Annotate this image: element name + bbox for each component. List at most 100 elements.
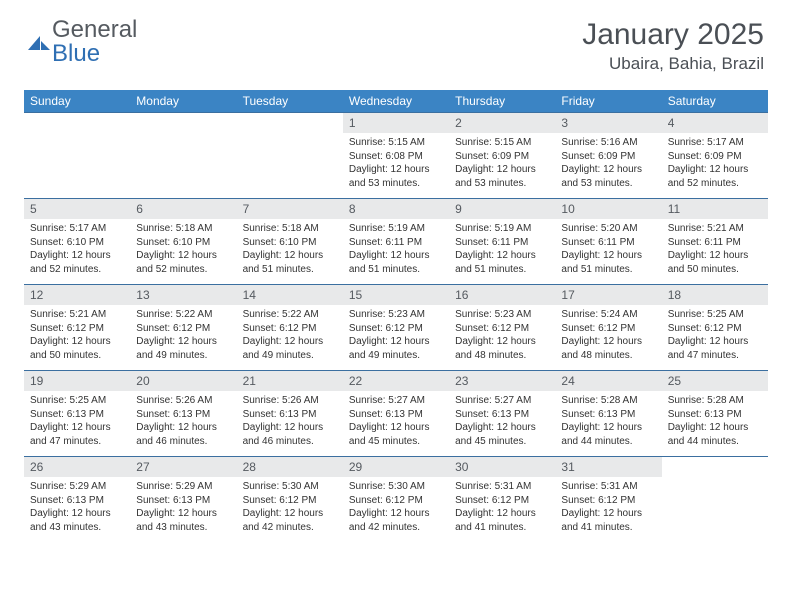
day-body: Sunrise: 5:20 AMSunset: 6:11 PMDaylight:… — [555, 219, 661, 280]
day-body: Sunrise: 5:29 AMSunset: 6:13 PMDaylight:… — [130, 477, 236, 538]
calendar-cell: 2Sunrise: 5:15 AMSunset: 6:09 PMDaylight… — [449, 113, 555, 199]
day-body: Sunrise: 5:28 AMSunset: 6:13 PMDaylight:… — [662, 391, 768, 452]
calendar-cell: 16Sunrise: 5:23 AMSunset: 6:12 PMDayligh… — [449, 285, 555, 371]
calendar-cell — [130, 113, 236, 199]
day-body: Sunrise: 5:16 AMSunset: 6:09 PMDaylight:… — [555, 133, 661, 194]
day-body: Sunrise: 5:31 AMSunset: 6:12 PMDaylight:… — [555, 477, 661, 538]
calendar-cell: 10Sunrise: 5:20 AMSunset: 6:11 PMDayligh… — [555, 199, 661, 285]
weekday-header: Monday — [130, 90, 236, 113]
calendar-cell: 9Sunrise: 5:19 AMSunset: 6:11 PMDaylight… — [449, 199, 555, 285]
day-body: Sunrise: 5:26 AMSunset: 6:13 PMDaylight:… — [237, 391, 343, 452]
calendar-cell: 28Sunrise: 5:30 AMSunset: 6:12 PMDayligh… — [237, 457, 343, 543]
day-body: Sunrise: 5:19 AMSunset: 6:11 PMDaylight:… — [449, 219, 555, 280]
day-body: Sunrise: 5:19 AMSunset: 6:11 PMDaylight:… — [343, 219, 449, 280]
calendar-cell: 15Sunrise: 5:23 AMSunset: 6:12 PMDayligh… — [343, 285, 449, 371]
day-number: 24 — [555, 371, 661, 391]
day-body: Sunrise: 5:15 AMSunset: 6:08 PMDaylight:… — [343, 133, 449, 194]
day-body: Sunrise: 5:24 AMSunset: 6:12 PMDaylight:… — [555, 305, 661, 366]
calendar-head: SundayMondayTuesdayWednesdayThursdayFrid… — [24, 90, 768, 113]
header: General Blue January 2025 Ubaira, Bahia,… — [0, 0, 792, 82]
day-number: 1 — [343, 113, 449, 133]
logo-sail-icon — [28, 34, 50, 52]
calendar-cell: 26Sunrise: 5:29 AMSunset: 6:13 PMDayligh… — [24, 457, 130, 543]
calendar-cell: 30Sunrise: 5:31 AMSunset: 6:12 PMDayligh… — [449, 457, 555, 543]
day-body: Sunrise: 5:21 AMSunset: 6:12 PMDaylight:… — [24, 305, 130, 366]
day-number: 11 — [662, 199, 768, 219]
calendar-cell: 21Sunrise: 5:26 AMSunset: 6:13 PMDayligh… — [237, 371, 343, 457]
day-number: 28 — [237, 457, 343, 477]
title-block: January 2025 Ubaira, Bahia, Brazil — [582, 18, 764, 74]
calendar-cell: 14Sunrise: 5:22 AMSunset: 6:12 PMDayligh… — [237, 285, 343, 371]
day-number: 3 — [555, 113, 661, 133]
calendar-cell: 25Sunrise: 5:28 AMSunset: 6:13 PMDayligh… — [662, 371, 768, 457]
day-body: Sunrise: 5:17 AMSunset: 6:10 PMDaylight:… — [24, 219, 130, 280]
day-number: 29 — [343, 457, 449, 477]
day-number: 18 — [662, 285, 768, 305]
logo-text-blue: Blue — [52, 40, 100, 67]
day-body: Sunrise: 5:23 AMSunset: 6:12 PMDaylight:… — [449, 305, 555, 366]
calendar-cell: 19Sunrise: 5:25 AMSunset: 6:13 PMDayligh… — [24, 371, 130, 457]
day-number: 12 — [24, 285, 130, 305]
day-number: 14 — [237, 285, 343, 305]
day-body: Sunrise: 5:25 AMSunset: 6:13 PMDaylight:… — [24, 391, 130, 452]
weekday-header: Thursday — [449, 90, 555, 113]
calendar-cell: 22Sunrise: 5:27 AMSunset: 6:13 PMDayligh… — [343, 371, 449, 457]
weekday-header: Sunday — [24, 90, 130, 113]
day-body: Sunrise: 5:29 AMSunset: 6:13 PMDaylight:… — [24, 477, 130, 538]
day-number: 22 — [343, 371, 449, 391]
calendar-cell: 11Sunrise: 5:21 AMSunset: 6:11 PMDayligh… — [662, 199, 768, 285]
logo-text: General Blue — [52, 18, 137, 66]
day-body: Sunrise: 5:31 AMSunset: 6:12 PMDaylight:… — [449, 477, 555, 538]
day-number: 23 — [449, 371, 555, 391]
day-body: Sunrise: 5:26 AMSunset: 6:13 PMDaylight:… — [130, 391, 236, 452]
day-body: Sunrise: 5:30 AMSunset: 6:12 PMDaylight:… — [237, 477, 343, 538]
calendar-cell: 18Sunrise: 5:25 AMSunset: 6:12 PMDayligh… — [662, 285, 768, 371]
day-body: Sunrise: 5:21 AMSunset: 6:11 PMDaylight:… — [662, 219, 768, 280]
calendar-cell: 7Sunrise: 5:18 AMSunset: 6:10 PMDaylight… — [237, 199, 343, 285]
day-body: Sunrise: 5:18 AMSunset: 6:10 PMDaylight:… — [130, 219, 236, 280]
calendar-cell: 17Sunrise: 5:24 AMSunset: 6:12 PMDayligh… — [555, 285, 661, 371]
calendar-cell: 5Sunrise: 5:17 AMSunset: 6:10 PMDaylight… — [24, 199, 130, 285]
day-number: 30 — [449, 457, 555, 477]
day-number: 26 — [24, 457, 130, 477]
calendar-cell: 6Sunrise: 5:18 AMSunset: 6:10 PMDaylight… — [130, 199, 236, 285]
day-number: 13 — [130, 285, 236, 305]
calendar-cell — [662, 457, 768, 543]
calendar-cell: 12Sunrise: 5:21 AMSunset: 6:12 PMDayligh… — [24, 285, 130, 371]
logo: General Blue — [28, 18, 137, 66]
calendar-cell: 27Sunrise: 5:29 AMSunset: 6:13 PMDayligh… — [130, 457, 236, 543]
logo-text-general: General — [52, 16, 137, 43]
calendar-cell: 24Sunrise: 5:28 AMSunset: 6:13 PMDayligh… — [555, 371, 661, 457]
day-body: Sunrise: 5:25 AMSunset: 6:12 PMDaylight:… — [662, 305, 768, 366]
calendar-table: SundayMondayTuesdayWednesdayThursdayFrid… — [24, 90, 768, 543]
calendar-body: 1Sunrise: 5:15 AMSunset: 6:08 PMDaylight… — [24, 113, 768, 543]
calendar-cell: 29Sunrise: 5:30 AMSunset: 6:12 PMDayligh… — [343, 457, 449, 543]
day-number: 2 — [449, 113, 555, 133]
location: Ubaira, Bahia, Brazil — [582, 54, 764, 74]
day-number: 8 — [343, 199, 449, 219]
day-number: 5 — [24, 199, 130, 219]
calendar-cell: 1Sunrise: 5:15 AMSunset: 6:08 PMDaylight… — [343, 113, 449, 199]
day-body: Sunrise: 5:23 AMSunset: 6:12 PMDaylight:… — [343, 305, 449, 366]
day-number: 25 — [662, 371, 768, 391]
calendar-cell: 4Sunrise: 5:17 AMSunset: 6:09 PMDaylight… — [662, 113, 768, 199]
day-number: 4 — [662, 113, 768, 133]
calendar-cell: 31Sunrise: 5:31 AMSunset: 6:12 PMDayligh… — [555, 457, 661, 543]
day-number: 10 — [555, 199, 661, 219]
calendar-cell: 13Sunrise: 5:22 AMSunset: 6:12 PMDayligh… — [130, 285, 236, 371]
weekday-header: Tuesday — [237, 90, 343, 113]
day-body: Sunrise: 5:17 AMSunset: 6:09 PMDaylight:… — [662, 133, 768, 194]
weekday-header: Friday — [555, 90, 661, 113]
calendar-cell: 8Sunrise: 5:19 AMSunset: 6:11 PMDaylight… — [343, 199, 449, 285]
day-body: Sunrise: 5:22 AMSunset: 6:12 PMDaylight:… — [130, 305, 236, 366]
calendar-cell: 3Sunrise: 5:16 AMSunset: 6:09 PMDaylight… — [555, 113, 661, 199]
day-number: 16 — [449, 285, 555, 305]
day-number: 19 — [24, 371, 130, 391]
calendar-cell: 20Sunrise: 5:26 AMSunset: 6:13 PMDayligh… — [130, 371, 236, 457]
day-number: 20 — [130, 371, 236, 391]
day-number: 27 — [130, 457, 236, 477]
day-number: 21 — [237, 371, 343, 391]
page-title: January 2025 — [582, 18, 764, 52]
calendar-cell: 23Sunrise: 5:27 AMSunset: 6:13 PMDayligh… — [449, 371, 555, 457]
day-body: Sunrise: 5:22 AMSunset: 6:12 PMDaylight:… — [237, 305, 343, 366]
